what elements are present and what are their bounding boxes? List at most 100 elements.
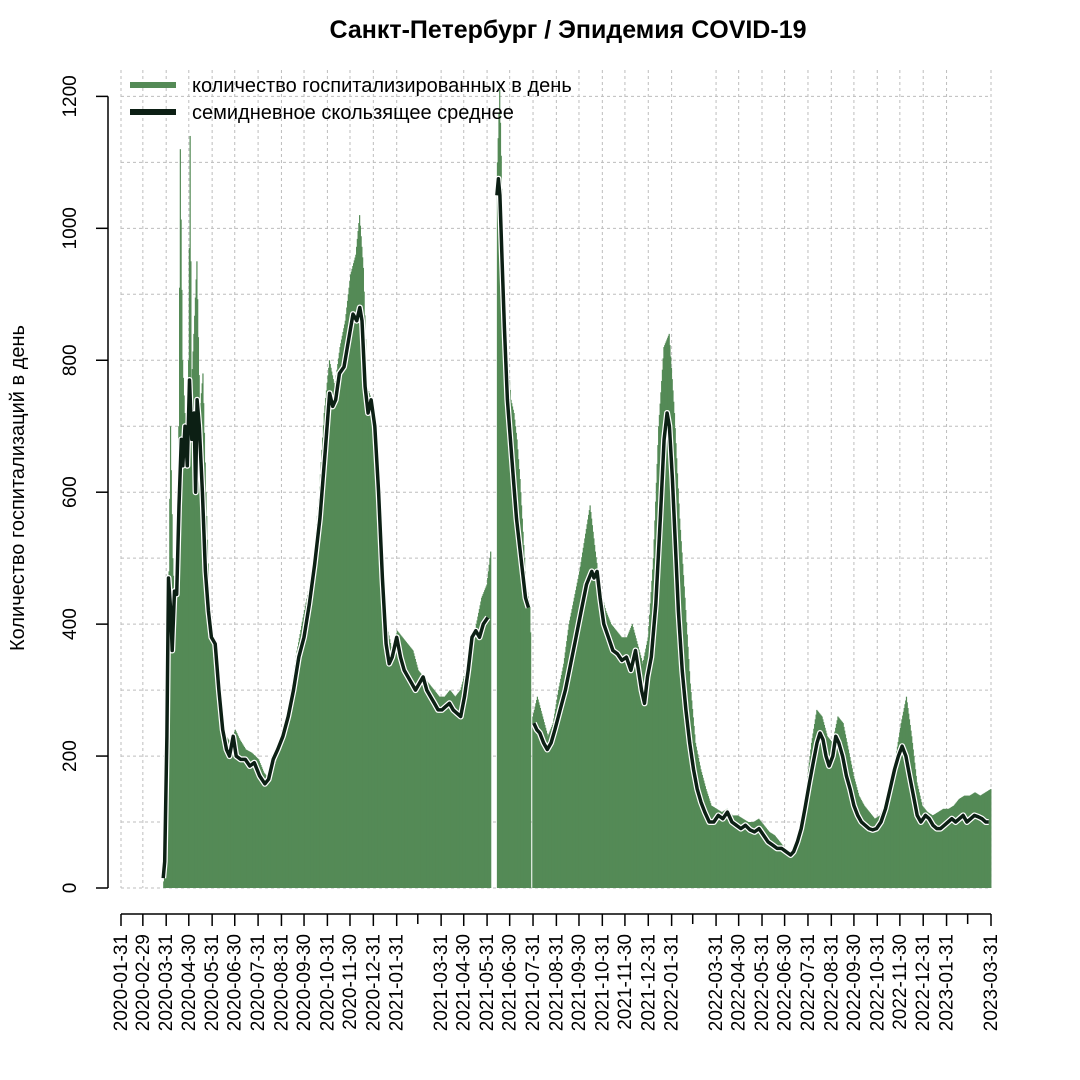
bar	[349, 281, 351, 888]
bar	[200, 393, 203, 888]
bar	[723, 810, 725, 888]
bar	[841, 721, 843, 888]
bar	[577, 578, 579, 888]
bar	[740, 817, 742, 888]
bar	[812, 733, 814, 888]
bar	[639, 655, 642, 888]
bar	[396, 630, 398, 888]
bar	[509, 389, 511, 888]
bar	[322, 425, 325, 888]
bar	[960, 797, 963, 888]
bar	[599, 585, 601, 888]
bar	[630, 627, 632, 888]
bar	[768, 830, 770, 888]
bar	[537, 699, 539, 888]
bar	[755, 820, 758, 888]
bar	[538, 702, 540, 888]
bar	[485, 586, 487, 888]
bar	[435, 692, 438, 888]
bar	[917, 789, 920, 888]
bar	[587, 519, 589, 888]
bar	[863, 805, 865, 888]
bar	[876, 817, 878, 888]
bar	[402, 638, 404, 888]
bar	[986, 791, 988, 888]
bar	[329, 364, 331, 888]
bar	[303, 613, 305, 888]
x-tick-label: 2020-04-30	[179, 934, 200, 1031]
bar	[937, 812, 939, 888]
bar	[635, 638, 637, 888]
bar	[603, 602, 605, 888]
bar	[301, 625, 303, 888]
bar	[326, 382, 328, 888]
bar	[552, 723, 554, 888]
bar	[227, 738, 229, 888]
bar	[682, 575, 685, 888]
bar	[541, 713, 543, 888]
bar	[786, 849, 788, 888]
bar	[503, 267, 505, 889]
bar	[471, 646, 473, 888]
bar	[264, 774, 267, 888]
bar	[701, 774, 703, 888]
bar	[426, 681, 429, 888]
bar	[304, 609, 306, 888]
bar	[922, 806, 924, 888]
bar	[481, 597, 483, 888]
bar	[646, 641, 648, 888]
bar	[675, 443, 677, 888]
bar	[783, 846, 785, 888]
bar	[210, 629, 212, 888]
bar	[334, 386, 336, 888]
bar	[484, 588, 487, 888]
bar	[781, 844, 783, 888]
bar	[649, 614, 651, 888]
bar	[432, 688, 434, 888]
bar	[252, 753, 254, 888]
bar	[272, 769, 274, 888]
bar	[340, 343, 342, 888]
bar	[190, 261, 192, 888]
bar	[554, 708, 557, 888]
bar	[696, 750, 698, 888]
bar	[673, 401, 675, 888]
bar	[951, 806, 953, 888]
bar	[258, 761, 261, 888]
bar	[335, 375, 337, 888]
bar	[952, 806, 954, 888]
bar	[507, 360, 509, 888]
bar	[691, 700, 693, 888]
bar	[389, 639, 391, 888]
bar	[626, 637, 628, 888]
bar	[900, 723, 902, 888]
x-tick-label: 2020-06-30	[225, 934, 246, 1031]
bar	[588, 514, 590, 888]
bar	[508, 370, 510, 889]
bar	[704, 783, 706, 888]
bar	[415, 661, 417, 888]
bar	[278, 751, 280, 888]
bar	[640, 658, 642, 888]
bar	[212, 647, 214, 888]
bar	[555, 704, 557, 888]
bar	[553, 718, 555, 888]
bar	[283, 729, 285, 888]
bar	[597, 568, 599, 888]
bar	[875, 818, 877, 888]
bar	[238, 737, 240, 888]
bar	[237, 734, 239, 888]
bar	[548, 732, 551, 888]
bar	[230, 742, 232, 888]
x-tick-label: 2022-09-30	[844, 934, 865, 1031]
bar	[648, 626, 650, 888]
bar	[377, 482, 379, 888]
bar	[368, 391, 370, 888]
bar	[883, 806, 885, 888]
bar	[616, 631, 618, 888]
bar	[207, 563, 209, 888]
bar	[404, 641, 407, 888]
bar	[741, 818, 743, 888]
bar	[868, 812, 871, 888]
bar	[362, 257, 364, 888]
